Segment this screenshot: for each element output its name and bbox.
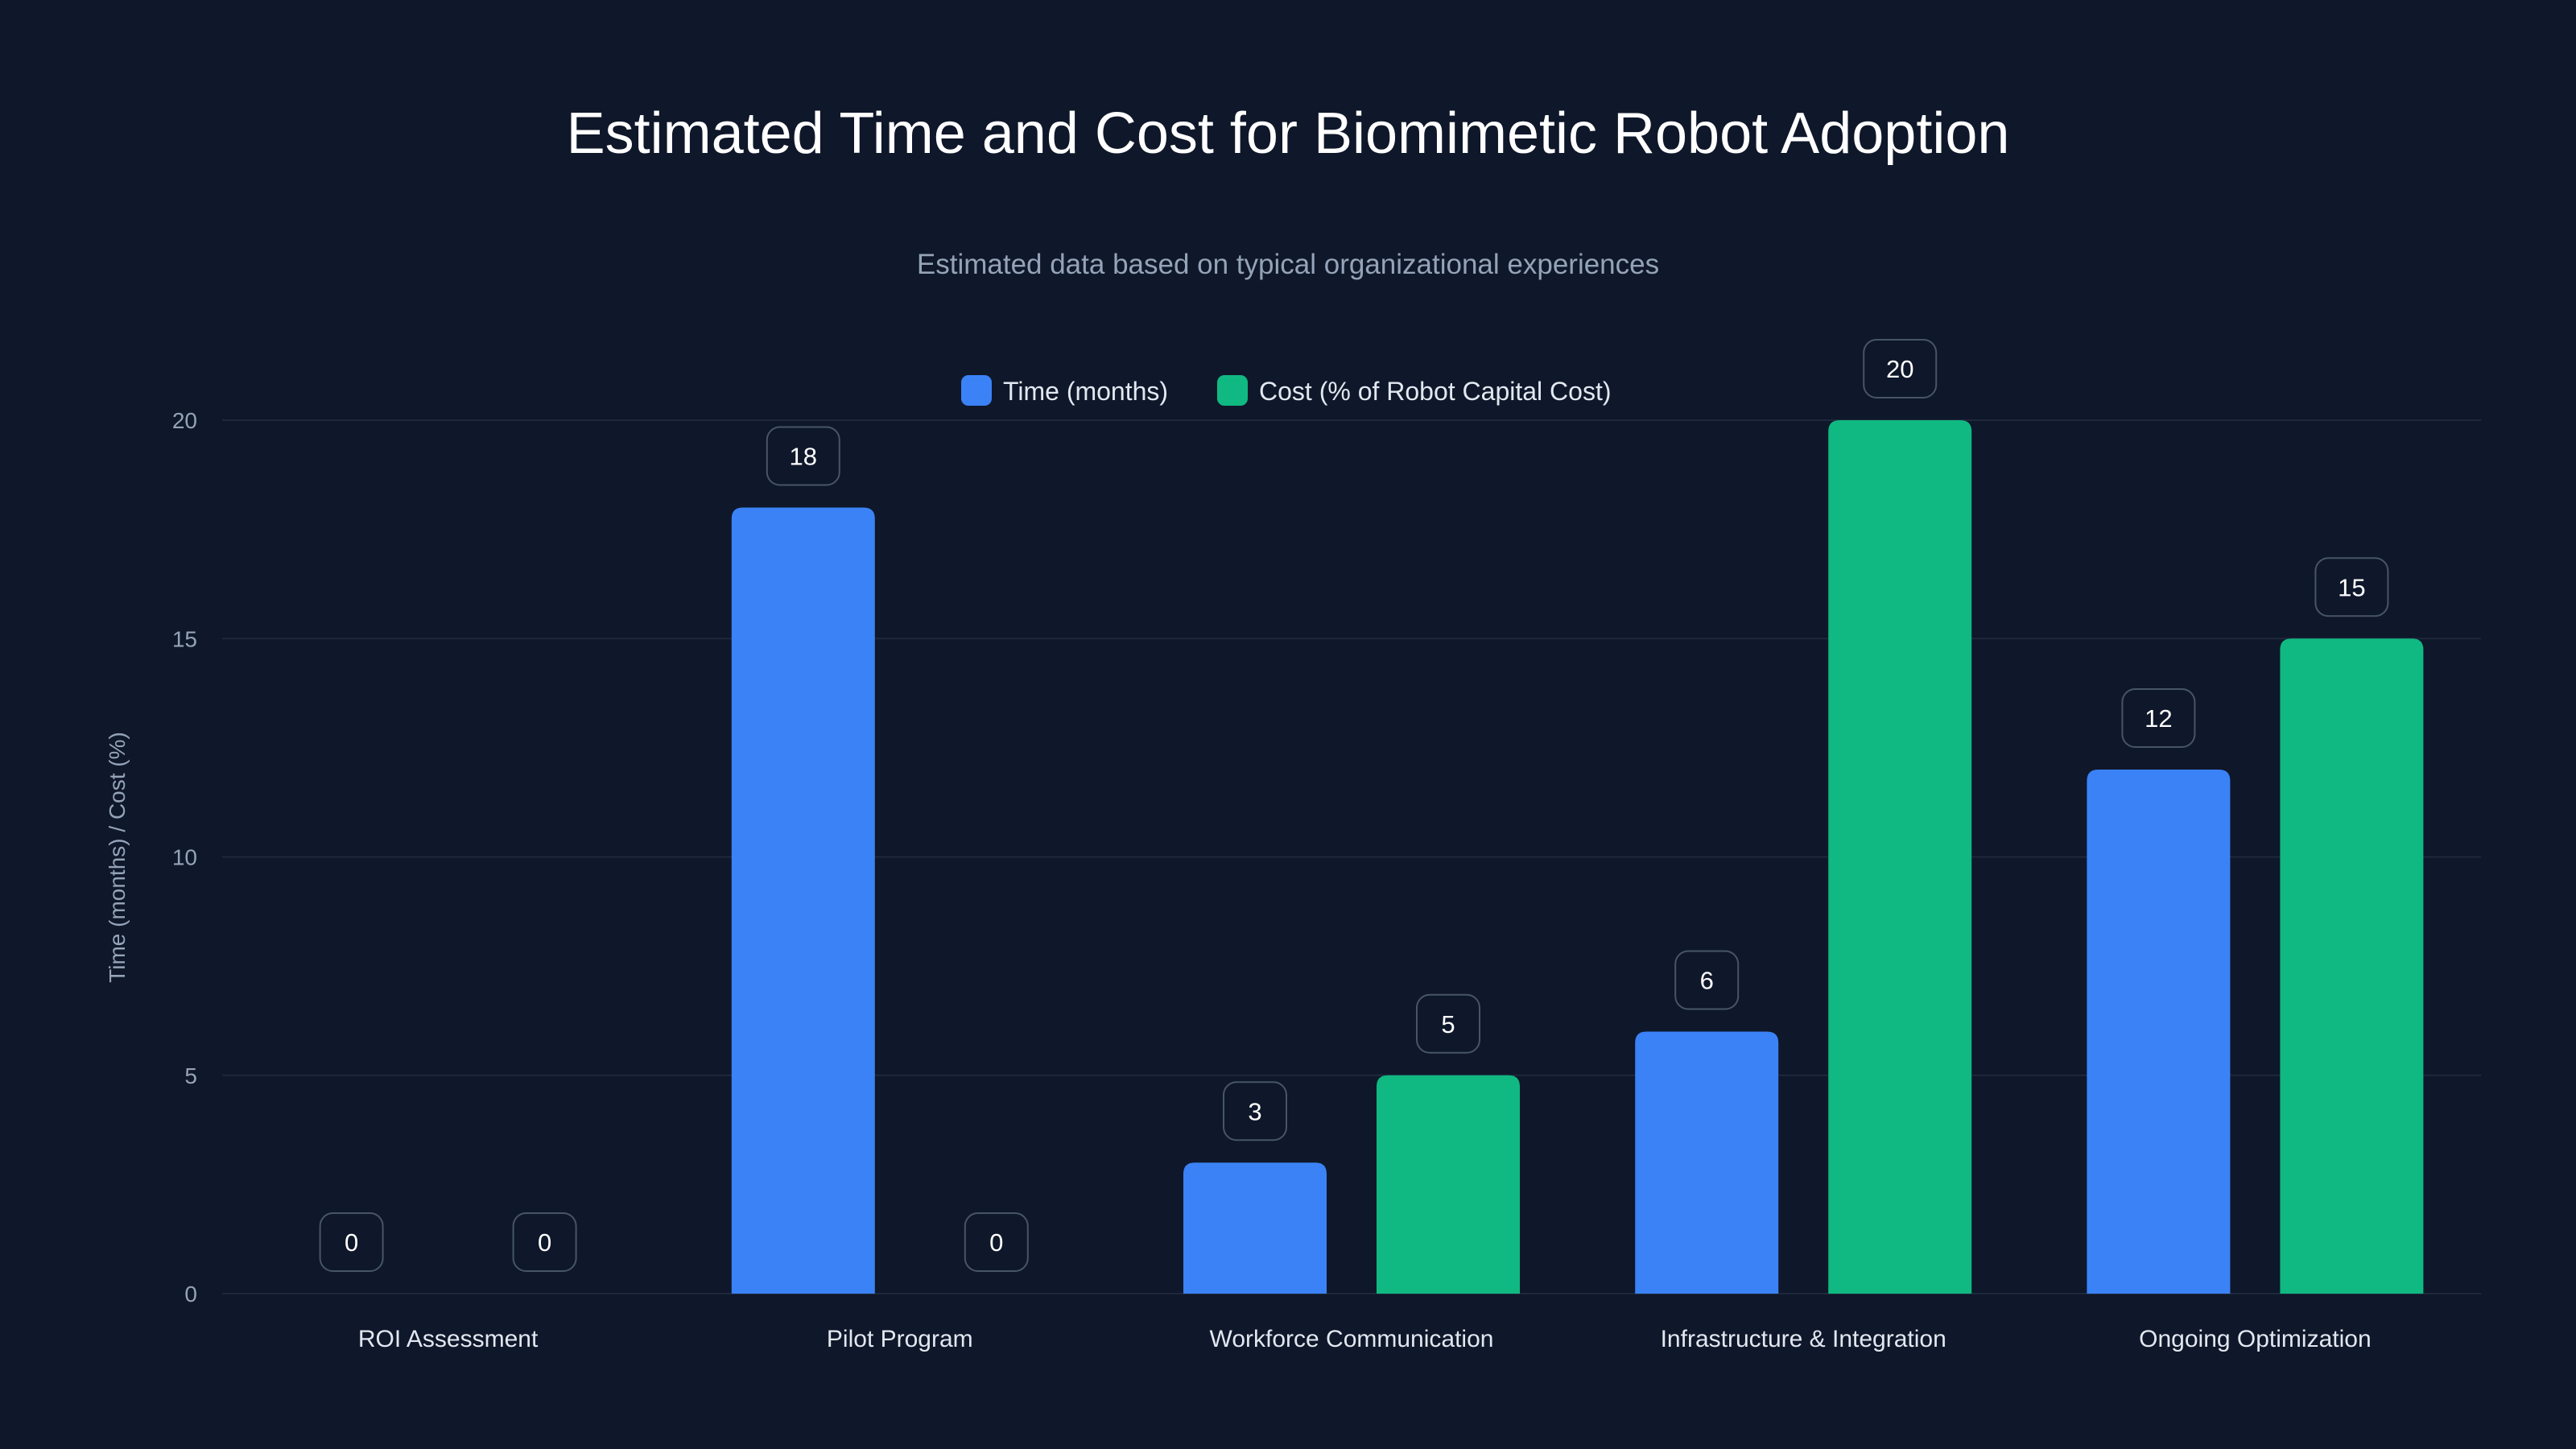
- data-label-box: [1416, 993, 1480, 1054]
- data-label-box: [1863, 339, 1938, 398]
- bar-time: [1635, 1031, 1779, 1294]
- data-label: 20: [1886, 355, 1913, 383]
- data-label: 0: [538, 1228, 551, 1257]
- chart-subtitle: Estimated data based on typical organiza…: [917, 249, 1659, 280]
- y-tick-label: 20: [172, 408, 197, 433]
- x-tick-label: Workforce Communication: [1210, 1326, 1494, 1352]
- y-tick-label: 15: [172, 626, 197, 651]
- data-label-box: [1223, 1081, 1287, 1141]
- bar-time: [2087, 770, 2231, 1294]
- data-label: 5: [1441, 1010, 1455, 1038]
- legend-swatch: [1217, 375, 1248, 406]
- legend-label: Cost (% of Robot Capital Cost): [1259, 377, 1612, 406]
- bar-cost: [2280, 638, 2424, 1294]
- bar-cost: [1828, 420, 1972, 1294]
- y-axis-label: Time (months) / Cost (%): [105, 732, 130, 983]
- y-tick-label: 10: [172, 845, 197, 870]
- data-label-box: [766, 426, 840, 486]
- data-label: 3: [1248, 1097, 1261, 1125]
- data-label: 0: [989, 1228, 1003, 1257]
- data-label-box: [512, 1212, 577, 1272]
- x-axis-labels: ROI Assessment Pilot Program Workforce Com…: [358, 1326, 2372, 1352]
- bars: [731, 420, 2424, 1294]
- bar-cost: [1377, 1075, 1520, 1294]
- x-tick-label: Infrastructure & Integration: [1661, 1326, 1946, 1352]
- data-label-box: [2314, 557, 2389, 617]
- data-label: 18: [790, 443, 817, 471]
- bar-time: [1183, 1162, 1327, 1294]
- bar-time: [731, 507, 875, 1294]
- legend-label: Time (months): [1003, 377, 1168, 406]
- legend-swatch: [961, 375, 992, 406]
- data-label-box: [2121, 688, 2196, 748]
- data-label: 0: [345, 1228, 358, 1257]
- data-label: 12: [2145, 704, 2172, 733]
- legend: Time (months) Cost (% of Robot Capital Co…: [961, 375, 1612, 406]
- data-labels: 0 0 18 0 3 5 6 20 12 15: [319, 339, 2389, 1272]
- data-label-box: [319, 1212, 384, 1272]
- data-label-box: [1674, 950, 1740, 1010]
- x-tick-label: Ongoing Optimization: [2139, 1326, 2372, 1352]
- data-label-box: [964, 1212, 1029, 1272]
- data-label: 6: [1700, 967, 1714, 995]
- y-tick-label: 5: [184, 1063, 197, 1088]
- x-tick-label: ROI Assessment: [358, 1326, 539, 1352]
- data-label: 15: [2338, 573, 2365, 601]
- x-tick-label: Pilot Program: [827, 1326, 973, 1352]
- y-tick-label: 0: [184, 1282, 197, 1307]
- chart-title: Estimated Time and Cost for Biomimetic R…: [567, 101, 2010, 166]
